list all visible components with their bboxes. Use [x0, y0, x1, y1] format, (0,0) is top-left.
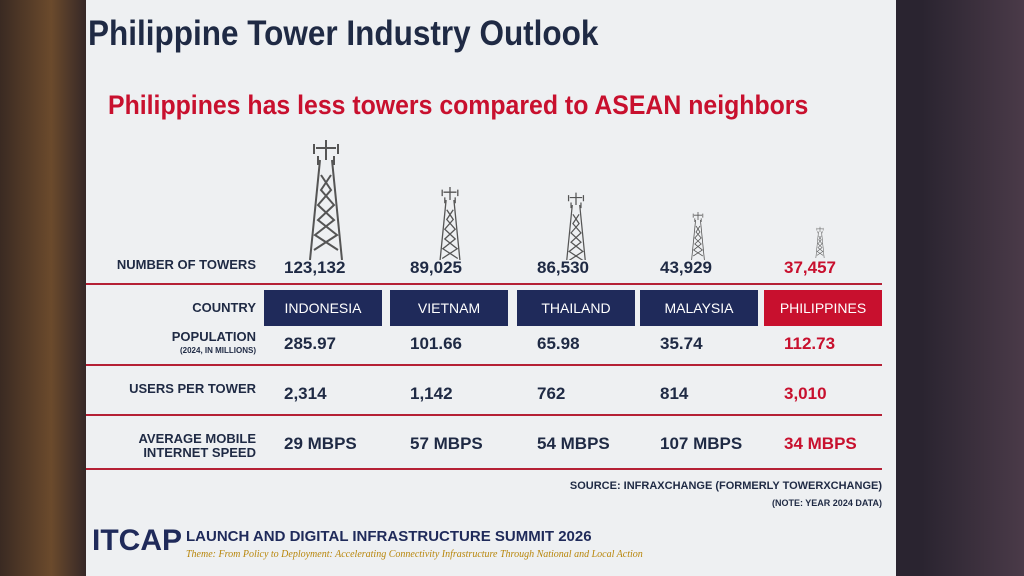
- tower-icon: [438, 186, 462, 260]
- table-cell: 814: [660, 384, 689, 403]
- row-rule: [86, 468, 882, 470]
- slide: Philippine Tower Industry Outlook Philip…: [86, 0, 896, 576]
- table-cell: 2,314: [284, 384, 327, 403]
- row-note: (2024, IN MILLIONS): [179, 346, 256, 355]
- row-label: AVERAGE MOBILE INTERNET SPEED: [138, 431, 257, 460]
- event-theme: Theme: From Policy to Deployment: Accele…: [186, 549, 643, 560]
- table-cell: 86,530: [537, 258, 589, 277]
- subtitle: Philippines has less towers compared to …: [108, 90, 809, 120]
- event-title: LAUNCH AND DIGITAL INFRASTRUCTURE SUMMIT…: [186, 528, 592, 545]
- table-cell: 43,929: [660, 258, 712, 277]
- table-cell: 35.74: [660, 334, 703, 353]
- table-cell: 285.97: [284, 334, 336, 353]
- title: Philippine Tower Industry Outlook: [88, 14, 599, 53]
- table-cell: 65.98: [537, 334, 580, 353]
- tower-icons: [309, 139, 825, 260]
- country-header: PHILIPPINES: [764, 290, 882, 326]
- table-cell: 3,010: [784, 384, 827, 403]
- source: SOURCE: INFRAXCHANGE (FORMERLY TOWERXCHA…: [569, 480, 882, 492]
- logo: ITCAP: [92, 524, 182, 557]
- country-header: THAILAND: [517, 290, 635, 326]
- table-cell: 112.73: [784, 334, 836, 353]
- tower-icon: [309, 139, 343, 260]
- country-header: MALAYSIA: [640, 290, 758, 326]
- table-cell: 57 MBPS: [410, 434, 483, 453]
- tower-icon: [565, 191, 587, 260]
- table-cell: 1,142: [410, 384, 453, 403]
- country-header: INDONESIA: [264, 290, 382, 326]
- table-cell: 762: [537, 384, 566, 403]
- row-label: POPULATION: [171, 329, 256, 344]
- table-cell: 89,025: [410, 258, 462, 277]
- row-label: NUMBER OF TOWERS: [116, 257, 256, 272]
- row-rule: [86, 364, 882, 366]
- row-rule: [86, 414, 882, 416]
- table-cell: 37,457: [784, 258, 836, 277]
- row-rule: [86, 283, 882, 285]
- note: (NOTE: YEAR 2024 DATA): [771, 498, 882, 508]
- row-label: COUNTRY: [192, 300, 256, 315]
- table-cell: 29 MBPS: [284, 434, 357, 453]
- table-cell: 34 MBPS: [784, 434, 857, 453]
- country-header: VIETNAM: [390, 290, 508, 326]
- tower-icon: [691, 211, 705, 260]
- table-cell: 101.66: [410, 334, 462, 353]
- table-cell: 54 MBPS: [537, 434, 610, 453]
- table-cell: 107 MBPS: [660, 434, 743, 453]
- table-cell: 123,132: [284, 258, 346, 277]
- row-label: USERS PER TOWER: [129, 381, 256, 396]
- tower-icon: [815, 226, 825, 259]
